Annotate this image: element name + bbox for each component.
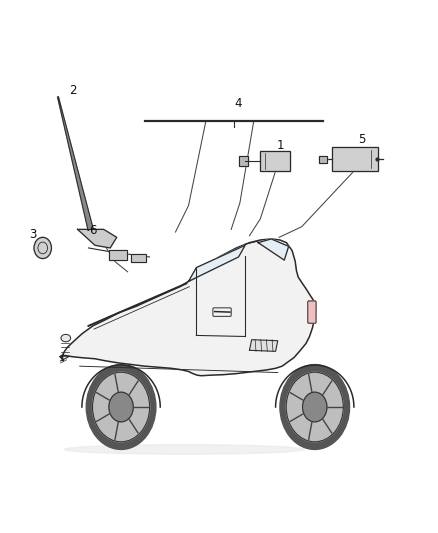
Text: 6: 6 (89, 224, 96, 238)
Circle shape (286, 372, 343, 442)
Text: 4: 4 (235, 96, 242, 110)
FancyBboxPatch shape (319, 156, 327, 163)
Polygon shape (78, 229, 117, 248)
Polygon shape (188, 245, 245, 281)
FancyBboxPatch shape (332, 147, 378, 171)
Ellipse shape (61, 334, 71, 342)
FancyBboxPatch shape (131, 254, 146, 262)
Circle shape (109, 392, 133, 422)
Polygon shape (258, 239, 289, 260)
Circle shape (303, 392, 327, 422)
Circle shape (92, 372, 150, 442)
Circle shape (280, 365, 350, 449)
FancyBboxPatch shape (110, 250, 127, 260)
FancyBboxPatch shape (239, 156, 248, 166)
FancyBboxPatch shape (260, 151, 290, 171)
FancyBboxPatch shape (308, 301, 316, 323)
Text: 3: 3 (29, 228, 36, 241)
Text: 1: 1 (276, 139, 284, 152)
Polygon shape (250, 340, 278, 351)
Polygon shape (57, 96, 93, 230)
Circle shape (34, 237, 51, 259)
Circle shape (86, 365, 156, 449)
Ellipse shape (64, 445, 304, 454)
Polygon shape (60, 239, 316, 376)
Text: 2: 2 (70, 84, 77, 97)
Text: 5: 5 (358, 133, 365, 146)
